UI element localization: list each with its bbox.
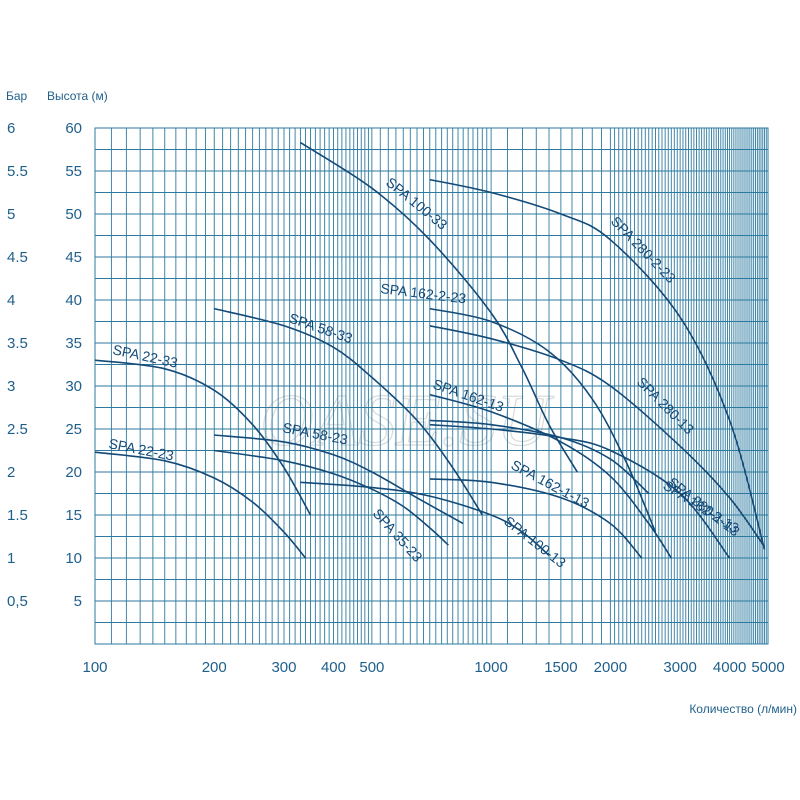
y-tick-label-bar: 2.5 <box>7 421 28 438</box>
curve-spa-22-23 <box>94 451 307 559</box>
y-tick-label-bar: 4.5 <box>7 249 28 266</box>
y-tick-label-bar: 3 <box>7 378 15 395</box>
y-tick-label-height: 55 <box>65 163 82 180</box>
y-tick-label-height: 15 <box>65 507 82 524</box>
curve-label-spa-280-13: SPA 280-13 <box>634 374 698 438</box>
curve-spa-100-33 <box>299 141 578 473</box>
x-axis-title: Количество (л/мин) <box>689 702 797 716</box>
watermark: OASE.SU <box>260 380 554 462</box>
y-axis-title-height: Высота (м) <box>47 89 108 103</box>
y-tick-label-height: 50 <box>65 206 82 223</box>
x-tick-label: 300 <box>271 659 296 676</box>
curve-spa-280-2-23 <box>429 178 766 550</box>
y-tick-label-height: 25 <box>65 421 82 438</box>
x-tick-label: 3000 <box>663 659 696 676</box>
chart-grid <box>95 128 768 644</box>
curve-label-spa-22-33: SPA 22-33 <box>111 341 179 370</box>
curves-layer <box>94 141 766 559</box>
curve-spa-100-13 <box>300 481 550 556</box>
curve-label-spa-162-1-13: SPA 162-1-13 <box>509 457 593 512</box>
y-tick-label-height: 35 <box>65 335 82 352</box>
y-tick-label-height: 30 <box>65 378 82 395</box>
y-tick-label-bar: 4 <box>7 292 15 309</box>
y-tick-labels-bar: 0,5 1 1.5 2 2.5 3 3.5 4 4.5 5 5.5 6 <box>7 120 28 610</box>
y-tick-label-bar: 5 <box>7 206 15 223</box>
x-tick-label: 1500 <box>544 659 577 676</box>
plot-frame <box>94 127 769 645</box>
curve-spa-35-23 <box>214 449 449 546</box>
curve-spa-280-1-13 <box>429 423 731 559</box>
y-tick-label-bar: 3.5 <box>7 335 28 352</box>
y-tick-label-bar: 0,5 <box>7 593 28 610</box>
x-tick-label: 2000 <box>594 659 627 676</box>
y-tick-label-height: 40 <box>65 292 82 309</box>
x-tick-label: 5000 <box>751 659 784 676</box>
x-tick-labels: 100 200 300 400 500 1000 1500 2000 3000 4000 5000 <box>82 659 784 676</box>
y-tick-labels-height: 5 10 15 20 25 30 35 40 45 50 55 60 <box>65 120 82 610</box>
x-tick-label: 100 <box>82 659 107 676</box>
y-tick-label-bar: 1 <box>7 550 15 567</box>
y-tick-label-bar: 2 <box>7 464 15 481</box>
curve-spa-162-2-13 <box>429 393 672 559</box>
x-tick-label: 400 <box>321 659 346 676</box>
curve-label-spa-100-13: SPA 100-13 <box>501 513 569 571</box>
x-tick-label: 4000 <box>713 659 746 676</box>
curve-spa-58-23 <box>214 434 464 525</box>
curve-spa-22-33 <box>94 359 312 516</box>
curve-spa-162-2-23 <box>429 307 657 533</box>
y-tick-label-bar: 5.5 <box>7 163 28 180</box>
y-tick-label-height: 5 <box>74 593 82 610</box>
y-tick-label-height: 10 <box>65 550 82 567</box>
y-tick-label-bar: 6 <box>7 120 15 137</box>
y-tick-label-bar: 1.5 <box>7 507 28 524</box>
x-tick-label: 200 <box>202 659 227 676</box>
y-tick-label-height: 45 <box>65 249 82 266</box>
x-tick-label: 1000 <box>474 659 507 676</box>
y-tick-label-height: 20 <box>65 464 82 481</box>
curve-spa-162-1-13 <box>429 478 643 559</box>
curve-spa-280-13 <box>429 325 766 548</box>
y-axis-title-bar: Бар <box>6 89 28 103</box>
x-tick-label: 500 <box>359 659 384 676</box>
y-tick-label-height: 60 <box>65 120 82 137</box>
curve-label-spa-35-23: SPA 35-23 <box>370 505 426 565</box>
curve-spa-58-33 <box>214 307 483 516</box>
